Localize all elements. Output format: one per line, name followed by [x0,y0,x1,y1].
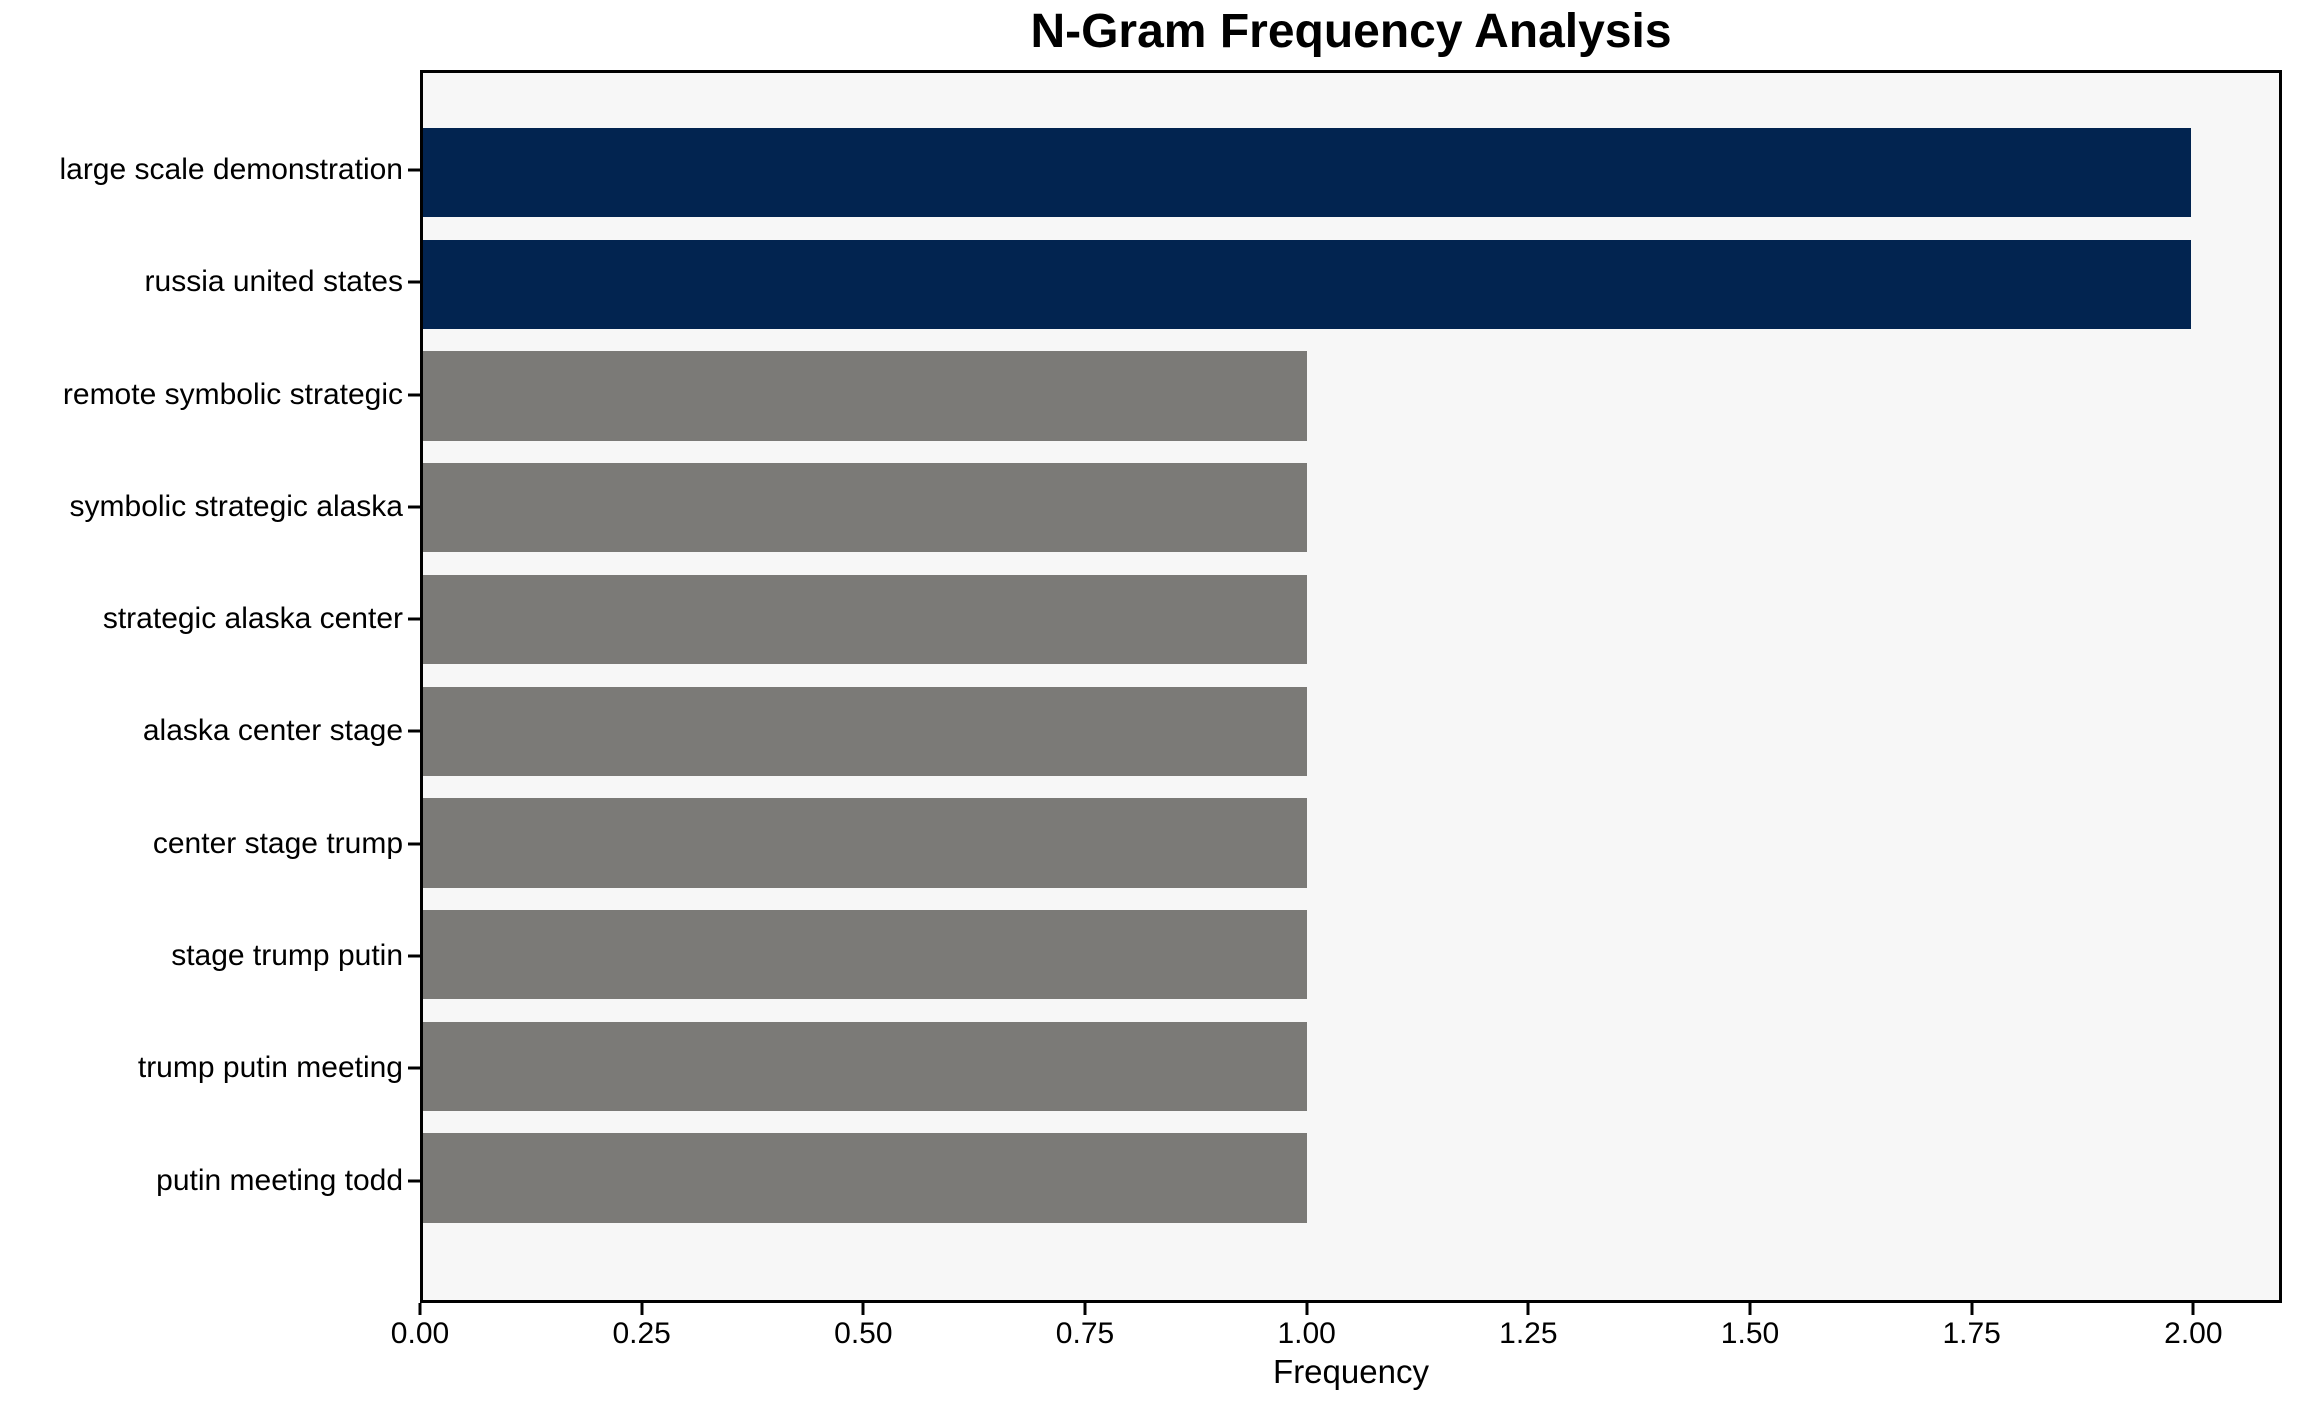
x-tick-1.50 [1748,1303,1752,1315]
y-label-strategic-alaska-center: strategic alaska center [102,602,403,636]
x-tick-0.50 [861,1303,865,1315]
y-tick-large-scale-demonstration [408,168,420,172]
x-tick-2.00 [2191,1303,2195,1315]
y-tick-strategic-alaska-center [408,617,420,621]
x-tick-label-0.00: 0.00 [390,1317,450,1350]
y-label-stage-trump-putin: stage trump putin [171,939,403,972]
x-tick-label-0.25: 0.25 [612,1317,671,1350]
y-label-center-stage-trump: center stage trump [152,826,403,860]
y-tick-remote-symbolic-strategic [408,393,420,397]
y-label-putin-meeting-todd: putin meeting todd [156,1163,403,1197]
x-axis-title: Frequency [1273,1353,1429,1390]
bar-center-stage-trump [423,798,1307,888]
y-tick-trump-putin-meeting [408,1066,420,1070]
y-tick-russia-united-states [408,280,420,284]
x-tick-label-2.00: 2.00 [2164,1317,2223,1350]
y-label-symbolic-strategic-alaska: symbolic strategic alaska [69,489,403,523]
x-tick-1.00 [1305,1303,1309,1315]
x-tick-label-0.75: 0.75 [1055,1317,1115,1350]
y-label-alaska-center-stage: alaska center stage [142,714,403,748]
x-tick-0.00 [418,1303,422,1315]
y-tick-alaska-center-stage [408,729,420,733]
x-tick-label-1.25: 1.25 [1499,1317,1558,1350]
x-tick-label-1.75: 1.75 [1942,1317,2001,1350]
bar-russia-united-states [423,239,2191,329]
x-tick-label-1.50: 1.50 [1720,1317,1780,1350]
y-tick-putin-meeting-todd [408,1179,420,1183]
x-tick-1.75 [1970,1303,1974,1315]
x-axis: 0.00 0.25 0.50 0.75 1.00 1.25 1.50 1.75 2.00 [391,1303,2282,1363]
bar-trump-putin-meeting [423,1021,1307,1112]
y-label-remote-symbolic-strategic: remote symbolic strategic [62,377,403,411]
bar-remote-symbolic-strategic [423,351,1307,441]
y-label-russia-united-states: russia united states [144,265,403,299]
y-tick-center-stage-trump [408,842,420,846]
x-tick-label-0.50: 0.50 [834,1317,893,1350]
bar-putin-meeting-todd [423,1133,1307,1223]
y-label-large-scale-demonstration: large scale demonstration [59,152,403,186]
y-tick-stage-trump-putin [408,954,420,958]
bar-alaska-center-stage [423,686,1307,776]
y-axis: large scale demonstration russia united s… [0,70,420,1303]
plot-area [420,70,2282,1303]
x-tick-0.75 [1083,1303,1087,1315]
bar-large-scale-demonstration [423,127,2191,218]
x-tick-label-1.00: 1.00 [1277,1317,1336,1350]
bar-strategic-alaska-center [423,574,1307,665]
chart-title: N-Gram Frequency Analysis [1030,5,1672,58]
bar-symbolic-strategic-alaska [423,463,1307,553]
x-tick-0.25 [640,1303,644,1315]
bar-stage-trump-putin [423,909,1307,1000]
y-tick-symbolic-strategic-alaska [408,505,420,509]
y-label-trump-putin-meeting: trump putin meeting [137,1051,403,1085]
x-tick-1.25 [1526,1303,1530,1315]
